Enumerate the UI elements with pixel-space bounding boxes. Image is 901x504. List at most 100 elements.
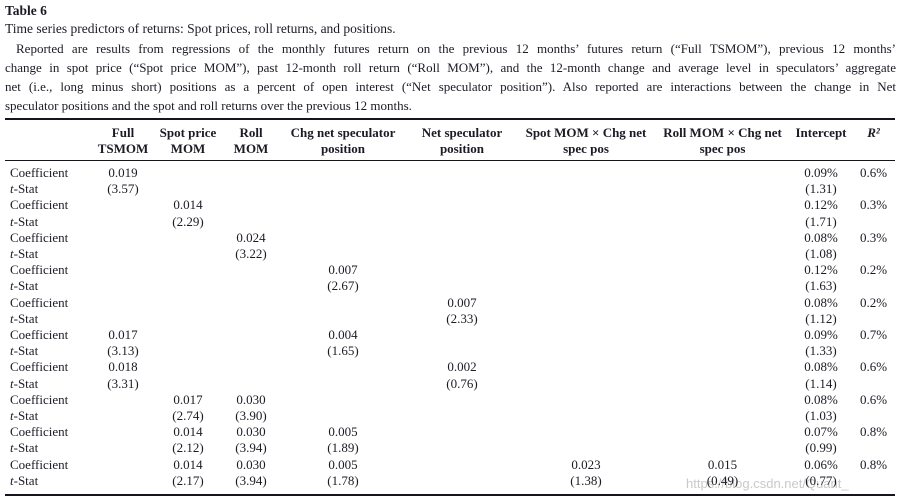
value-cell	[407, 440, 517, 456]
value-cell	[655, 343, 790, 359]
value-cell	[93, 392, 153, 408]
table-row: t-Stat (2.74) (3.90) (1.03)	[5, 408, 895, 424]
value-cell: 0.8%	[859, 456, 888, 472]
value-cell: 0.07%	[804, 424, 838, 440]
table-body: Coefficient 0.019 0.09% 0.6% t-Stat (3.57) (1.…	[5, 161, 895, 496]
table-row: t-Stat (2.33) (1.12)	[5, 311, 895, 327]
value-cell: 0.08%	[804, 359, 838, 375]
value-cell	[517, 440, 655, 456]
value-cell	[279, 161, 407, 182]
value-cell: (2.12)	[172, 440, 204, 456]
value-cell	[279, 230, 407, 246]
value-cell	[517, 295, 655, 311]
value-cell: (2.17)	[172, 472, 204, 488]
col-header-roll-mom: Roll MOM	[223, 119, 279, 161]
value-cell	[655, 161, 790, 182]
row-label: Coefficient	[10, 359, 69, 375]
value-cell	[93, 424, 153, 440]
table-caption: Time series predictors of returns: Spot …	[5, 21, 396, 36]
value-cell: 0.030	[236, 424, 266, 440]
value-cell: (1.33)	[805, 343, 837, 359]
value-cell: 0.005	[328, 424, 358, 440]
row-label: t-Stat	[10, 408, 39, 424]
value-cell	[852, 181, 895, 197]
description-line: speculator positions and the spot and ro…	[5, 98, 412, 113]
value-cell	[279, 311, 407, 327]
value-cell	[517, 230, 655, 246]
value-cell	[93, 197, 153, 213]
value-cell	[655, 278, 790, 294]
value-cell	[223, 376, 279, 392]
table-row: Coefficient 0.007 0.12% 0.2%	[5, 262, 895, 278]
value-cell	[153, 181, 223, 197]
value-cell	[517, 408, 655, 424]
value-cell	[223, 161, 279, 182]
value-cell: (2.33)	[446, 310, 478, 326]
table-label: Table 6	[5, 3, 47, 18]
value-cell	[655, 214, 790, 230]
value-cell	[93, 246, 153, 262]
value-cell: 0.08%	[804, 229, 838, 245]
value-cell	[407, 408, 517, 424]
value-cell	[407, 161, 517, 182]
value-cell	[153, 230, 223, 246]
value-cell: 0.014	[173, 456, 203, 472]
value-cell: 0.2%	[859, 262, 888, 278]
table-row: Coefficient 0.014 0.030 0.005 0.023 0.015 0.06…	[5, 457, 895, 473]
value-cell: 0.014	[173, 424, 203, 440]
value-cell	[153, 327, 223, 343]
value-cell	[407, 197, 517, 213]
table-row: t-Stat (2.29) (1.71)	[5, 214, 895, 230]
value-cell	[655, 197, 790, 213]
value-cell	[279, 197, 407, 213]
col-header-line: Spot price	[159, 125, 217, 140]
value-cell: 0.024	[236, 229, 266, 245]
value-cell: 0.6%	[859, 165, 888, 180]
value-cell	[407, 424, 517, 440]
value-cell: 0.12%	[804, 262, 838, 278]
value-cell	[852, 408, 895, 424]
value-cell: 0.019	[108, 165, 138, 180]
value-cell	[279, 376, 407, 392]
col-header-line: position	[320, 140, 366, 156]
value-cell	[407, 343, 517, 359]
value-cell	[93, 230, 153, 246]
value-cell: (1.14)	[805, 375, 837, 391]
value-cell	[655, 359, 790, 375]
value-cell: 0.09%	[804, 165, 838, 180]
value-cell	[93, 295, 153, 311]
row-label: Coefficient	[10, 197, 69, 213]
row-label: t-Stat	[10, 472, 39, 488]
value-cell: 0.007	[328, 262, 358, 278]
col-header-chg-net-speculator-position: Chg net speculator position	[279, 119, 407, 161]
value-cell	[517, 359, 655, 375]
table-row: t-Stat (3.13) (1.65) (1.33)	[5, 343, 895, 359]
description-line: net (i.e., long minus short) positions a…	[5, 79, 896, 94]
row-label: t-Stat	[10, 440, 39, 456]
value-cell: (0.76)	[446, 375, 478, 391]
row-label: Coefficient	[10, 424, 69, 440]
value-cell	[517, 376, 655, 392]
value-cell: (2.74)	[172, 408, 204, 424]
col-header-r-squared: R²	[852, 119, 895, 161]
value-cell	[852, 473, 895, 495]
table-row: Coefficient 0.014 0.030 0.005 0.07% 0.8%	[5, 424, 895, 440]
value-cell	[279, 408, 407, 424]
value-cell: 0.6%	[859, 359, 888, 375]
col-header-roll-mom-x-chg-net-spec-pos: Roll MOM × Chg net spec pos	[655, 119, 790, 161]
value-cell	[852, 440, 895, 456]
value-cell: 0.8%	[859, 424, 888, 440]
value-cell	[852, 246, 895, 262]
value-cell	[852, 278, 895, 294]
value-cell	[517, 278, 655, 294]
col-header-line: position	[439, 140, 485, 156]
value-cell	[279, 392, 407, 408]
value-cell	[655, 230, 790, 246]
description-line: Reported are results from regressions of…	[16, 41, 896, 56]
value-cell: (3.31)	[107, 375, 139, 391]
table-row: Coefficient 0.017 0.030 0.08% 0.6%	[5, 392, 895, 408]
value-cell: (2.29)	[172, 213, 204, 229]
value-cell: (1.89)	[327, 440, 359, 456]
table-row: Coefficient 0.019 0.09% 0.6%	[5, 161, 895, 182]
